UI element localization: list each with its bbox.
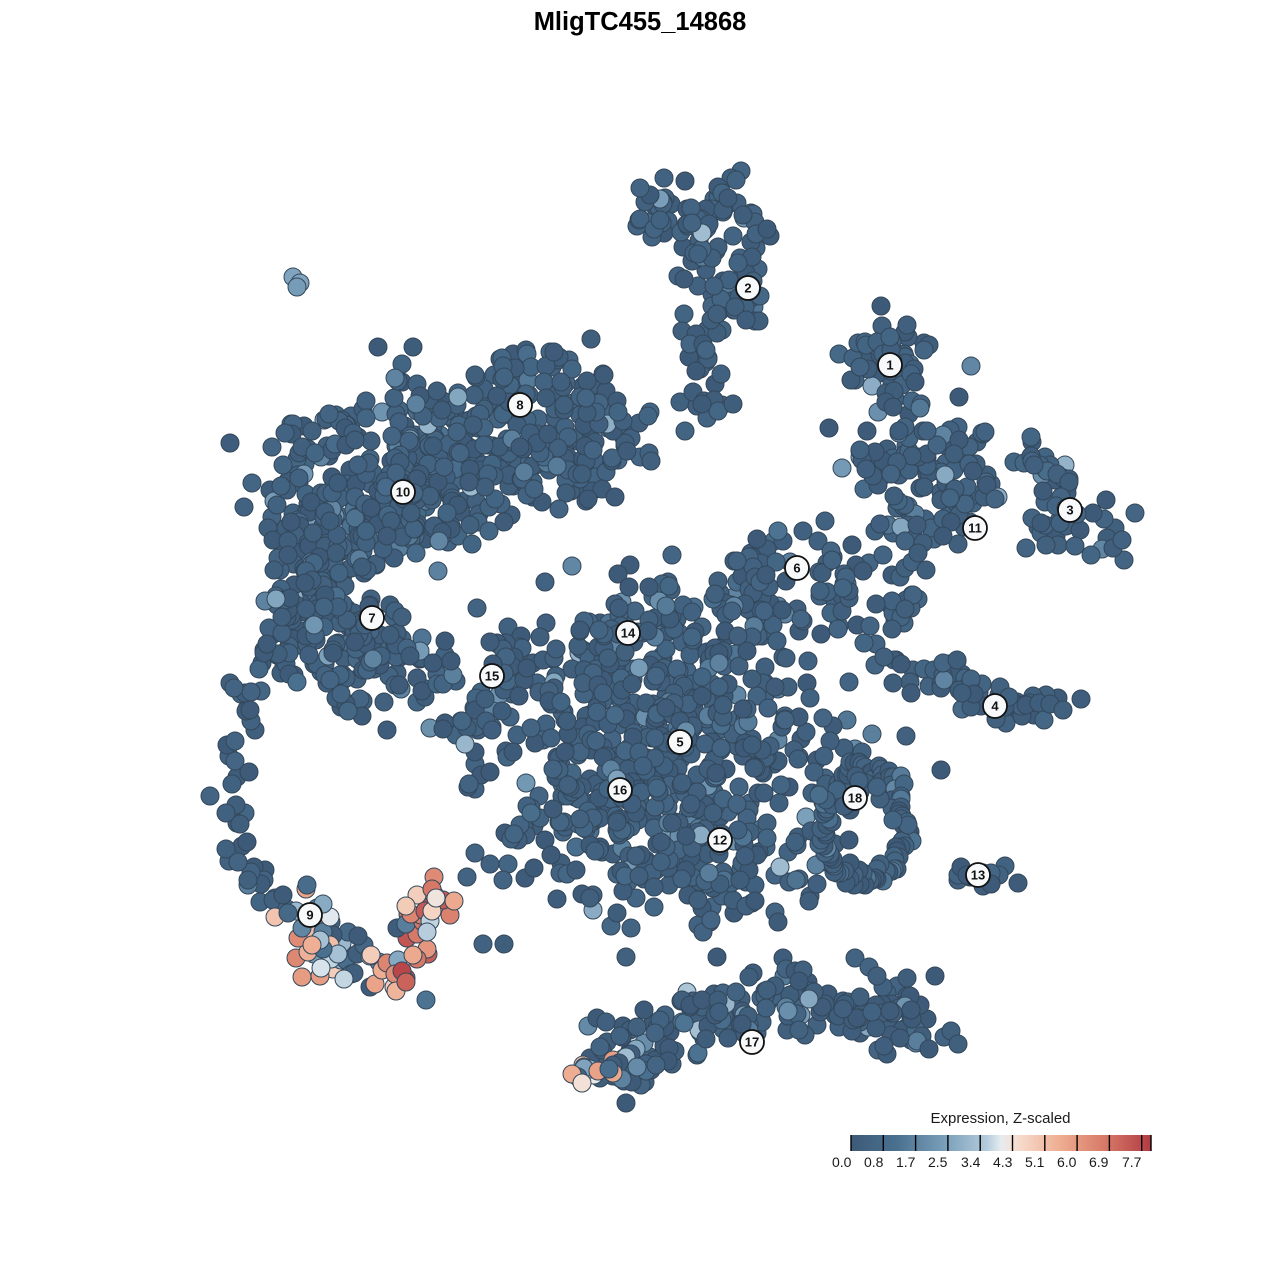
svg-text:2: 2	[744, 281, 751, 296]
svg-text:12: 12	[713, 833, 727, 848]
svg-text:13: 13	[971, 868, 985, 883]
svg-text:10: 10	[396, 485, 410, 500]
svg-text:17: 17	[745, 1035, 759, 1050]
svg-text:18: 18	[848, 791, 862, 806]
svg-text:3: 3	[1066, 503, 1073, 518]
svg-text:4: 4	[991, 699, 999, 714]
svg-text:11: 11	[968, 521, 982, 536]
svg-text:9: 9	[306, 908, 313, 923]
svg-text:6: 6	[793, 561, 800, 576]
svg-text:14: 14	[621, 626, 636, 641]
svg-text:16: 16	[613, 783, 627, 798]
svg-text:15: 15	[485, 669, 499, 684]
svg-text:8: 8	[516, 398, 523, 413]
svg-text:5: 5	[676, 735, 683, 750]
svg-text:7: 7	[368, 611, 375, 626]
svg-text:1: 1	[886, 358, 893, 373]
